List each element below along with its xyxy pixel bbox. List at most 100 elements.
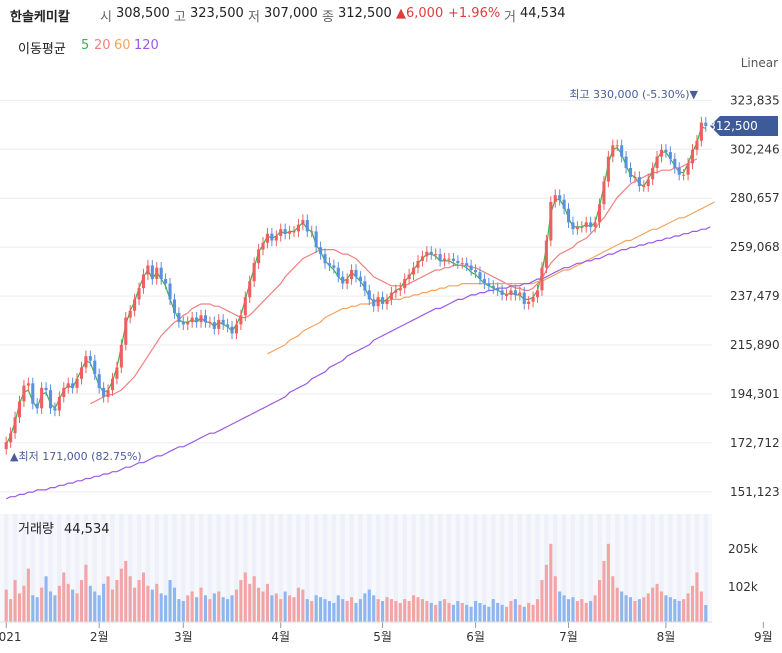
candle-body xyxy=(190,317,194,323)
volume-stripe xyxy=(92,514,97,622)
candle-body xyxy=(234,324,239,334)
volume-bar xyxy=(57,585,61,622)
candle-body xyxy=(473,269,478,273)
candle-body xyxy=(659,149,664,157)
volume-bar xyxy=(597,580,602,622)
volume-stripe xyxy=(358,514,363,622)
volume-bar xyxy=(168,580,172,622)
volume-bar xyxy=(252,576,256,622)
volume-bar xyxy=(620,591,624,622)
candle-body xyxy=(75,378,79,388)
candle-body xyxy=(345,279,349,284)
candle-body xyxy=(518,292,522,295)
candle-body xyxy=(633,177,637,179)
candle-body xyxy=(141,274,146,289)
volume-bar xyxy=(438,601,442,622)
candle-body xyxy=(115,367,119,379)
volume-bar xyxy=(332,602,336,622)
volume-bar xyxy=(159,593,163,622)
volume-bar xyxy=(465,604,469,622)
candle-body xyxy=(500,290,504,295)
x-tick-label: 3월 xyxy=(174,630,193,644)
ma-legend[interactable]: 이동평균 5 20 60 120 xyxy=(0,30,300,60)
volume-stripe xyxy=(588,514,593,622)
candle-body xyxy=(305,220,309,232)
y-tick-label: 280,657 xyxy=(730,191,780,205)
volume-bar xyxy=(655,583,659,622)
volume-bar xyxy=(22,585,26,622)
candle-body xyxy=(540,267,544,291)
volume-bar xyxy=(296,587,300,622)
volume-bar xyxy=(66,583,70,622)
volume-bar xyxy=(181,601,185,622)
volume-bar xyxy=(71,589,75,622)
volume-bar xyxy=(434,604,438,622)
volume-stripe xyxy=(260,514,266,622)
volume-bar xyxy=(398,602,402,622)
candle-body xyxy=(177,313,181,323)
ma-legend-5: 5 xyxy=(81,38,90,53)
volume-stripe xyxy=(305,514,310,622)
volume-stripe xyxy=(561,514,567,622)
candle-body xyxy=(673,158,677,168)
candle-body xyxy=(655,156,659,168)
candle-body xyxy=(155,267,159,280)
candle-body xyxy=(48,390,53,409)
volume-stripe xyxy=(632,514,638,622)
volume-bar xyxy=(478,602,482,622)
candle-body xyxy=(686,163,690,175)
volume-bar xyxy=(544,564,548,622)
volume-bar xyxy=(624,595,628,622)
candle-body xyxy=(416,260,420,268)
volume-stripe xyxy=(57,514,62,622)
y-tick-label: 194,301 xyxy=(730,387,780,401)
close-value: 312,500 xyxy=(338,6,392,21)
candle-body xyxy=(412,267,416,275)
volume-bar xyxy=(699,591,703,622)
candle-body xyxy=(513,290,517,295)
candle-body xyxy=(425,251,429,257)
candle-body xyxy=(168,283,172,300)
volume-bar xyxy=(26,568,30,622)
volume-stripe xyxy=(119,514,124,622)
candle-body xyxy=(615,145,619,147)
candle-body xyxy=(261,242,265,250)
candle-body xyxy=(265,233,269,243)
volume-bar xyxy=(443,599,447,622)
volume-bar xyxy=(416,597,420,622)
volume-stripe xyxy=(641,514,647,622)
candle-body xyxy=(221,319,225,325)
candle-body xyxy=(22,385,26,402)
volume-bar xyxy=(429,602,433,622)
candle-body xyxy=(128,310,132,318)
volume-stripe xyxy=(12,514,18,622)
volume-stripe xyxy=(437,514,443,622)
volume-bar xyxy=(323,599,327,622)
candle-body xyxy=(407,274,411,280)
candle-body xyxy=(642,186,646,188)
ma-line-20 xyxy=(90,158,698,405)
candle-body xyxy=(593,222,597,227)
volume-bar xyxy=(133,587,137,622)
volume-bar xyxy=(93,591,97,622)
volume-stripe xyxy=(623,514,629,622)
volume-bar xyxy=(403,599,407,622)
volume-stripe xyxy=(677,514,682,622)
volume-stripe xyxy=(526,514,531,622)
volume-bar xyxy=(88,585,92,622)
candle-body xyxy=(695,140,699,150)
volume-tick-102k: 102k xyxy=(728,580,758,594)
candle-body xyxy=(336,267,340,277)
volume-bar xyxy=(651,587,655,622)
volume-bar xyxy=(305,599,309,622)
ma-line-5 xyxy=(5,126,706,445)
candle-body xyxy=(274,235,278,241)
scale-mode-label[interactable]: Linear xyxy=(741,56,778,70)
candle-body xyxy=(531,297,535,302)
candle-body xyxy=(611,145,615,157)
candle-body xyxy=(327,263,331,266)
volume-bar xyxy=(257,587,261,622)
volume-bar xyxy=(40,587,44,622)
volume-stripe xyxy=(101,514,106,622)
